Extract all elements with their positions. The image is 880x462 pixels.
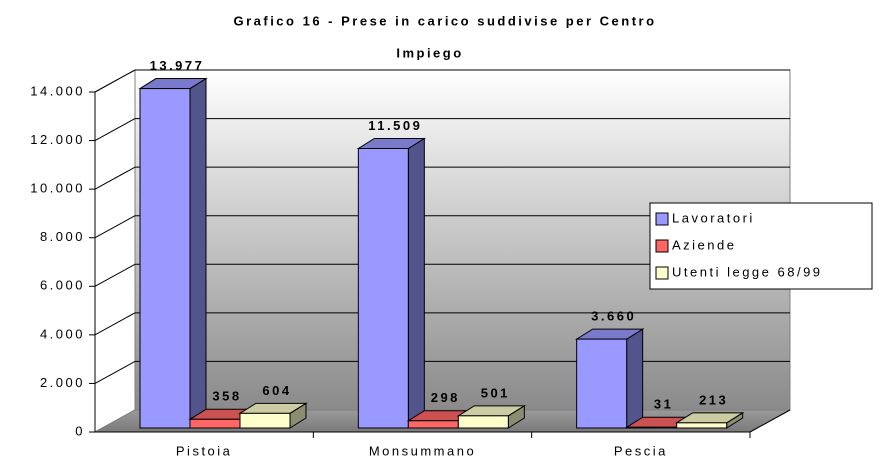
- bar-side: [189, 77, 207, 429]
- bar: [576, 338, 628, 429]
- value-label: 213: [699, 392, 728, 407]
- bar: [239, 412, 291, 429]
- value-label: 11.509: [368, 118, 422, 133]
- value-label: 358: [212, 389, 241, 404]
- bar-side: [407, 137, 425, 429]
- legend-label: Utenti legge 68/99: [672, 264, 823, 279]
- legend-label: Aziende: [672, 237, 736, 252]
- bar: [407, 420, 459, 429]
- y-tick-label: 14.000: [30, 83, 85, 98]
- grid-line: [94, 166, 136, 190]
- chart-title: Grafico 16 - Prese in carico suddivise p…: [233, 13, 656, 28]
- grid-line: [94, 312, 136, 336]
- grid-line: [94, 263, 136, 287]
- value-label: 13.977: [150, 58, 205, 73]
- y-tick-label: 4.000: [40, 326, 85, 341]
- value-label: 3.660: [591, 309, 636, 324]
- value-label: 604: [262, 383, 291, 398]
- value-label: 31: [654, 397, 673, 412]
- x-tick-label: Monsummano: [369, 443, 476, 458]
- y-tick-label: 6.000: [40, 278, 85, 293]
- chart-title-cont: Impiego: [396, 45, 463, 60]
- legend-label: Lavoratori: [672, 210, 755, 225]
- y-tick-label: 0: [75, 423, 85, 438]
- grid-line: [94, 69, 136, 93]
- grid-line: [94, 360, 136, 384]
- bar: [139, 88, 191, 429]
- legend-swatch: [655, 212, 669, 226]
- bar: [626, 426, 678, 429]
- legend-swatch: [655, 266, 669, 280]
- side-wall: [94, 69, 136, 433]
- x-axis-edge: [749, 409, 791, 433]
- bar: [676, 422, 728, 429]
- value-label: 501: [481, 385, 510, 400]
- grid-line: [94, 118, 136, 142]
- y-tick-label: 12.000: [30, 132, 85, 147]
- legend: [649, 202, 873, 290]
- y-tick-label: 2.000: [40, 375, 85, 390]
- x-tick-label: Pistoia: [176, 443, 233, 458]
- y-tick-label: 10.000: [30, 181, 85, 196]
- x-tick-label: Pescia: [614, 443, 668, 458]
- y-tick-label: 8.000: [40, 229, 85, 244]
- grid-line: [94, 215, 136, 239]
- bar-side: [626, 328, 644, 429]
- bar: [357, 147, 409, 429]
- value-label: 298: [431, 390, 460, 405]
- legend-swatch: [655, 239, 669, 253]
- bar: [457, 415, 509, 429]
- bar: [189, 418, 241, 429]
